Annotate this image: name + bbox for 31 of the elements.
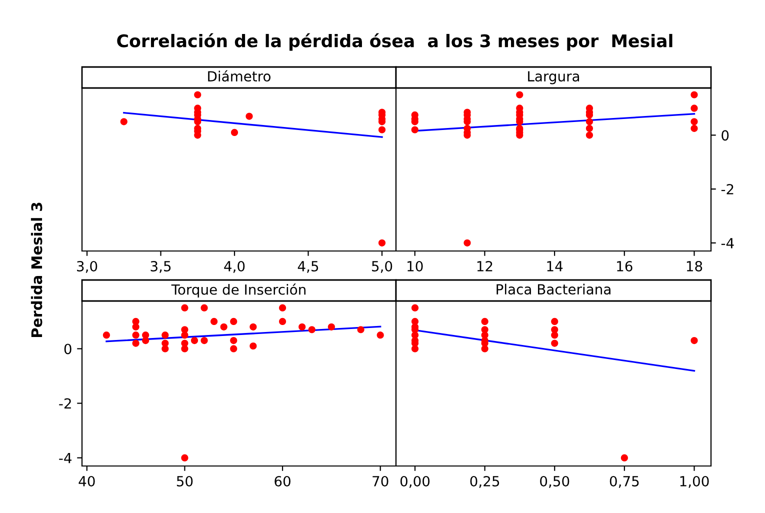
x-tick-label: 0,50	[540, 476, 570, 488]
chart-subtitle: Largura	[528, 71, 580, 84]
y-tick-label: -2	[721, 184, 734, 194]
y-axis-title: Perdida Mesial 3	[30, 202, 42, 338]
x-tick-label: 12	[477, 260, 492, 272]
x-tick-label: 18	[686, 260, 702, 272]
y-tick-label: 0	[64, 344, 72, 354]
chart-title: Correlación de la pérdida ósea a los 3 meses por Mesial	[117, 33, 672, 51]
y-tick-label: -4	[721, 238, 734, 248]
x-tick-label: 70	[372, 476, 388, 486]
x-tick-label: 0,75	[610, 476, 639, 488]
x-tick-label: 1,00	[680, 476, 709, 488]
chart-subtitle: Placa Bacteriana	[496, 284, 610, 295]
chart-subtitle: Torque de Inserción	[171, 284, 306, 298]
x-tick-label: 50	[176, 476, 193, 486]
y-tick-label: -4	[59, 452, 72, 464]
x-tick-label: 60	[274, 476, 290, 486]
y-tick-label: 0	[722, 130, 729, 141]
x-tick-label: 40	[78, 476, 95, 486]
x-tick-label: 5,0	[372, 260, 392, 273]
y-tick-label: -2	[59, 398, 71, 409]
x-tick-label: 4,5	[298, 261, 318, 273]
x-tick-label: 3,0	[77, 260, 98, 273]
x-tick-label: 0,25	[470, 476, 500, 488]
chart-subtitle: Diámetro	[208, 70, 270, 82]
x-tick-label: 0,00	[400, 476, 430, 488]
x-tick-label: 10	[408, 260, 423, 272]
x-tick-label: 14	[547, 261, 563, 272]
x-tick-label: 3,5	[150, 260, 171, 273]
x-tick-label: 4,0	[224, 260, 245, 273]
x-tick-label: 16	[617, 260, 632, 272]
